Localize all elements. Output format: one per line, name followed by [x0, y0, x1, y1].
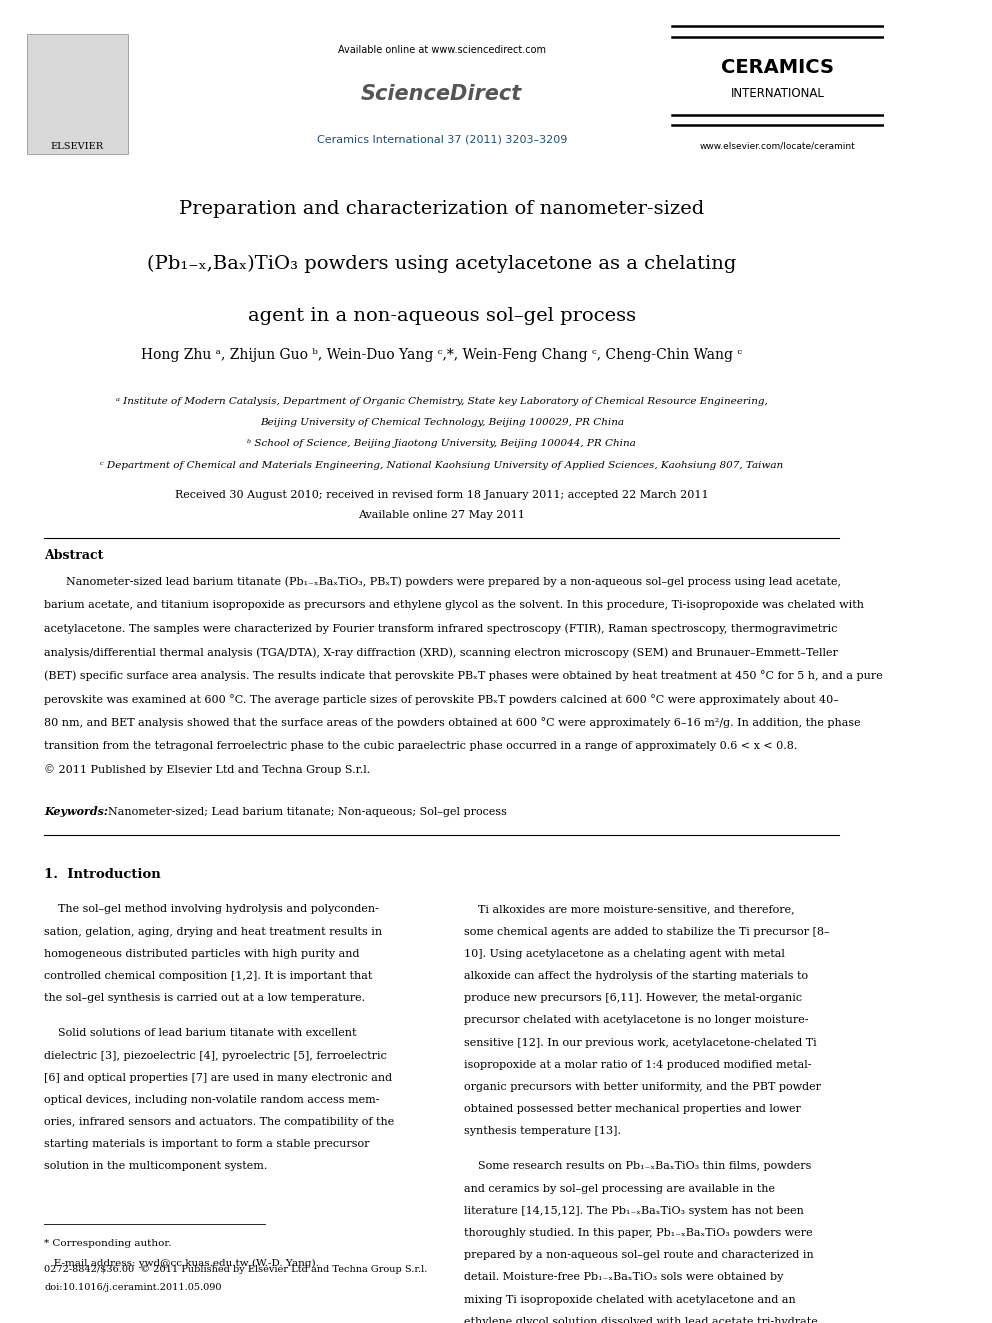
Text: Abstract: Abstract [45, 549, 103, 562]
Text: produce new precursors [6,11]. However, the metal-organic: produce new precursors [6,11]. However, … [464, 994, 802, 1003]
Text: CERAMICS: CERAMICS [721, 58, 834, 77]
Text: INTERNATIONAL: INTERNATIONAL [731, 87, 824, 101]
Text: Keywords:: Keywords: [45, 806, 108, 818]
Text: Solid solutions of lead barium titanate with excellent: Solid solutions of lead barium titanate … [45, 1028, 357, 1039]
Text: isopropoxide at a molar ratio of 1:4 produced modified metal-: isopropoxide at a molar ratio of 1:4 pro… [464, 1060, 811, 1070]
Text: prepared by a non-aqueous sol–gel route and characterized in: prepared by a non-aqueous sol–gel route … [464, 1250, 813, 1261]
Text: ories, infrared sensors and actuators. The compatibility of the: ories, infrared sensors and actuators. T… [45, 1117, 395, 1127]
Text: ethylene glycol solution dissolved with lead acetate tri-hydrate: ethylene glycol solution dissolved with … [464, 1316, 817, 1323]
Text: controlled chemical composition [1,2]. It is important that: controlled chemical composition [1,2]. I… [45, 971, 373, 980]
Text: the sol–gel synthesis is carried out at a low temperature.: the sol–gel synthesis is carried out at … [45, 994, 365, 1003]
Text: acetylacetone. The samples were characterized by Fourier transform infrared spec: acetylacetone. The samples were characte… [45, 623, 837, 634]
Text: (BET) specific surface area analysis. The results indicate that perovskite PBₓT : (BET) specific surface area analysis. Th… [45, 671, 883, 681]
Text: alkoxide can affect the hydrolysis of the starting materials to: alkoxide can affect the hydrolysis of th… [464, 971, 808, 980]
Text: organic precursors with better uniformity, and the PBT powder: organic precursors with better uniformit… [464, 1082, 821, 1091]
Text: Preparation and characterization of nanometer-sized: Preparation and characterization of nano… [180, 200, 704, 218]
Text: doi:10.1016/j.ceramint.2011.05.090: doi:10.1016/j.ceramint.2011.05.090 [45, 1283, 221, 1293]
Text: synthesis temperature [13].: synthesis temperature [13]. [464, 1126, 621, 1136]
Text: mixing Ti isopropoxide chelated with acetylacetone and an: mixing Ti isopropoxide chelated with ace… [464, 1294, 796, 1304]
Text: ᵃ Institute of Modern Catalysis, Department of Organic Chemistry, State key Labo: ᵃ Institute of Modern Catalysis, Departm… [116, 397, 768, 406]
Text: homogeneous distributed particles with high purity and: homogeneous distributed particles with h… [45, 949, 360, 959]
Text: 80 nm, and BET analysis showed that the surface areas of the powders obtained at: 80 nm, and BET analysis showed that the … [45, 717, 861, 728]
Text: Ti alkoxides are more moisture-sensitive, and therefore,: Ti alkoxides are more moisture-sensitive… [464, 905, 795, 914]
Text: thoroughly studied. In this paper, Pb₁₋ₓBaₓTiO₃ powders were: thoroughly studied. In this paper, Pb₁₋ₓ… [464, 1228, 812, 1238]
Text: Hong Zhu ᵃ, Zhijun Guo ᵇ, Wein-Duo Yang ᶜ,*, Wein-Feng Chang ᶜ, Cheng-Chin Wang : Hong Zhu ᵃ, Zhijun Guo ᵇ, Wein-Duo Yang … [141, 348, 742, 363]
Text: © 2011 Published by Elsevier Ltd and Techna Group S.r.l.: © 2011 Published by Elsevier Ltd and Tec… [45, 765, 370, 775]
Text: Received 30 August 2010; received in revised form 18 January 2011; accepted 22 M: Received 30 August 2010; received in rev… [175, 490, 708, 500]
Text: 10]. Using acetylacetone as a chelating agent with metal: 10]. Using acetylacetone as a chelating … [464, 949, 785, 959]
Text: dielectric [3], piezoelectric [4], pyroelectric [5], ferroelectric: dielectric [3], piezoelectric [4], pyroe… [45, 1050, 387, 1061]
Text: obtained possessed better mechanical properties and lower: obtained possessed better mechanical pro… [464, 1103, 801, 1114]
FancyBboxPatch shape [27, 34, 128, 153]
Text: solution in the multicomponent system.: solution in the multicomponent system. [45, 1162, 268, 1171]
Text: sation, gelation, aging, drying and heat treatment results in: sation, gelation, aging, drying and heat… [45, 926, 382, 937]
Text: Ceramics International 37 (2011) 3203–3209: Ceramics International 37 (2011) 3203–32… [316, 135, 567, 144]
Text: optical devices, including non-volatile random access mem-: optical devices, including non-volatile … [45, 1095, 380, 1105]
Text: Available online 27 May 2011: Available online 27 May 2011 [358, 511, 525, 520]
Text: agent in a non-aqueous sol–gel process: agent in a non-aqueous sol–gel process [248, 307, 636, 324]
Text: and ceramics by sol–gel processing are available in the: and ceramics by sol–gel processing are a… [464, 1184, 775, 1193]
Text: literature [14,15,12]. The Pb₁₋ₓBaₓTiO₃ system has not been: literature [14,15,12]. The Pb₁₋ₓBaₓTiO₃ … [464, 1205, 804, 1216]
Text: analysis/differential thermal analysis (TGA/DTA), X-ray diffraction (XRD), scann: analysis/differential thermal analysis (… [45, 647, 838, 658]
Text: ELSEVIER: ELSEVIER [51, 142, 104, 151]
Text: ᶜ Department of Chemical and Materials Engineering, National Kaohsiung Universit: ᶜ Department of Chemical and Materials E… [100, 462, 784, 470]
Text: ScienceDirect: ScienceDirect [361, 83, 523, 105]
Text: transition from the tetragonal ferroelectric phase to the cubic paraelectric pha: transition from the tetragonal ferroelec… [45, 741, 798, 751]
Text: perovskite was examined at 600 °C. The average particle sizes of perovskite PBₓT: perovskite was examined at 600 °C. The a… [45, 693, 839, 705]
Text: sensitive [12]. In our previous work, acetylacetone-chelated Ti: sensitive [12]. In our previous work, ac… [464, 1037, 816, 1048]
Text: E-mail address: ywd@cc.kuas.edu.tw (W.-D. Yang).: E-mail address: ywd@cc.kuas.edu.tw (W.-D… [45, 1258, 319, 1267]
Text: 0272-8842/$36.00  © 2011 Published by Elsevier Ltd and Techna Group S.r.l.: 0272-8842/$36.00 © 2011 Published by Els… [45, 1265, 428, 1274]
Text: 1.  Introduction: 1. Introduction [45, 868, 161, 881]
Text: Nanometer-sized; Lead barium titanate; Non-aqueous; Sol–gel process: Nanometer-sized; Lead barium titanate; N… [108, 807, 507, 816]
Text: [6] and optical properties [7] are used in many electronic and: [6] and optical properties [7] are used … [45, 1073, 392, 1082]
Text: some chemical agents are added to stabilize the Ti precursor [8–: some chemical agents are added to stabil… [464, 926, 829, 937]
Text: Nanometer-sized lead barium titanate (Pb₁₋ₓBaₓTiO₃, PBₓT) powders were prepared : Nanometer-sized lead barium titanate (Pb… [66, 577, 841, 587]
Text: ᵇ School of Science, Beijing Jiaotong University, Beijing 100044, PR China: ᵇ School of Science, Beijing Jiaotong Un… [247, 439, 636, 448]
Text: detail. Moisture-free Pb₁₋ₓBaₓTiO₃ sols were obtained by: detail. Moisture-free Pb₁₋ₓBaₓTiO₃ sols … [464, 1273, 784, 1282]
Text: www.elsevier.com/locate/ceramint: www.elsevier.com/locate/ceramint [699, 142, 855, 151]
Text: Some research results on Pb₁₋ₓBaₓTiO₃ thin films, powders: Some research results on Pb₁₋ₓBaₓTiO₃ th… [464, 1162, 811, 1171]
Text: starting materials is important to form a stable precursor: starting materials is important to form … [45, 1139, 370, 1150]
Text: The sol–gel method involving hydrolysis and polyconden-: The sol–gel method involving hydrolysis … [45, 905, 379, 914]
Text: precursor chelated with acetylacetone is no longer moisture-: precursor chelated with acetylacetone is… [464, 1015, 808, 1025]
Text: (Pb₁₋ₓ,Baₓ)TiO₃ powders using acetylacetone as a chelating: (Pb₁₋ₓ,Baₓ)TiO₃ powders using acetylacet… [147, 254, 736, 273]
Text: Available online at www.sciencedirect.com: Available online at www.sciencedirect.co… [338, 45, 546, 54]
Text: barium acetate, and titanium isopropoxide as precursors and ethylene glycol as t: barium acetate, and titanium isopropoxid… [45, 601, 864, 610]
Text: Beijing University of Chemical Technology, Beijing 100029, PR China: Beijing University of Chemical Technolog… [260, 418, 624, 427]
Text: * Corresponding author.: * Corresponding author. [45, 1238, 172, 1248]
